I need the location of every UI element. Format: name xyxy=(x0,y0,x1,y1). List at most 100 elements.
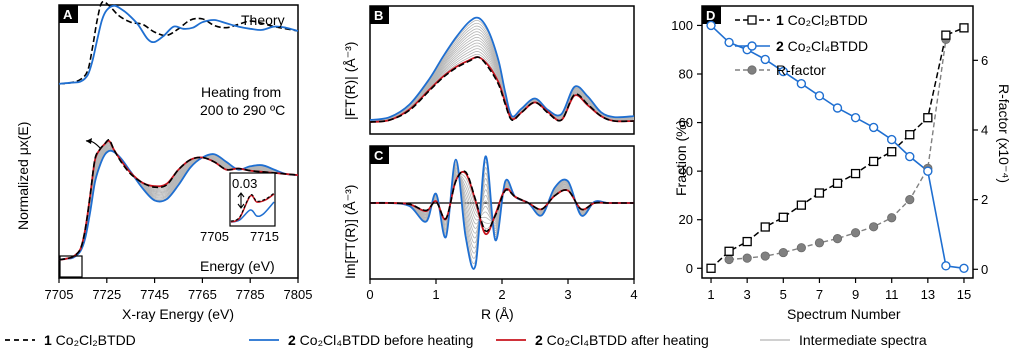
panel-c-letter-box xyxy=(370,146,389,164)
panel-d-xtick-label: 5 xyxy=(780,287,787,302)
panel-a-theory-label: Theory xyxy=(241,12,285,28)
panel-b-frame xyxy=(369,5,635,135)
panel-d-y2tick-label: 2 xyxy=(981,192,988,207)
panel-a-letter: A xyxy=(63,7,73,22)
panel-d-series1-point xyxy=(832,178,843,188)
inset-xlabel: Energy (eV) xyxy=(200,258,275,274)
panel-d-y2tick-label: 0 xyxy=(981,262,988,277)
panel-d-series2-point xyxy=(814,91,825,101)
panel-d-series1-point xyxy=(868,156,879,167)
panel-c: C 0 1 2 3 4 Im[FT(R)] (Å⁻³) R (Å) xyxy=(342,145,638,322)
panel-a-black-dashed-line xyxy=(58,138,299,261)
legend-d-1-label: 1 Co₂Cl₂BTDD xyxy=(776,12,868,28)
panel-a-series xyxy=(58,0,299,261)
panel-d-rfactor-point xyxy=(850,228,861,238)
panel-d-series2-point xyxy=(706,20,716,31)
bottom-legend-label-3: 2 Co₂Cl₄BTDD after heating xyxy=(535,332,709,348)
inset-blue-line xyxy=(230,201,275,223)
panel-a-heating-arrowhead xyxy=(86,138,92,144)
panel-b-ylabel: |FT(R)| (Å⁻³) xyxy=(342,42,358,120)
panel-c-xtick-label: 3 xyxy=(564,287,571,302)
panel-a-xtick-label: 7805 xyxy=(284,287,313,302)
panel-c-black-dashed-line xyxy=(369,170,634,233)
panel-d-series1-point xyxy=(814,188,825,198)
panel-a-xtick-label: 7745 xyxy=(140,287,169,302)
panel-d-xtick-label: 1 xyxy=(707,287,714,302)
panel-d-ylabel-right: R-factor (x10⁻⁴) xyxy=(996,84,1009,183)
panel-c-ylabel: Im[FT(R)] (Å⁻³) xyxy=(342,185,358,279)
inset-tick-7715: 7715 xyxy=(250,229,279,244)
panel-d-series1-point xyxy=(742,236,752,247)
panel-d-series2-point xyxy=(905,151,915,162)
panel-d-series2-point xyxy=(832,103,843,113)
panel-b-series xyxy=(369,16,635,123)
panel-d-rfactor-point xyxy=(724,254,734,265)
panel-d-series2-point xyxy=(796,79,807,89)
panel-d-xtick-label: 15 xyxy=(957,287,971,302)
bottom-legend-label-4: Intermediate spectra xyxy=(799,332,927,348)
panel-d-letter: D xyxy=(706,8,715,23)
panel-d-y2tick-label: 6 xyxy=(981,53,988,68)
panel-d-series2-point xyxy=(850,113,861,123)
panel-d-ytick-label: 0 xyxy=(686,261,693,276)
panel-d-rfactor-point xyxy=(887,213,897,223)
panel-a-xtick-label: 7725 xyxy=(92,287,121,302)
inset-series xyxy=(230,192,275,223)
legend-d-3-label: R-factor xyxy=(776,62,826,78)
panel-c-intermediate-2 xyxy=(369,162,634,259)
panel-a-xtick-label: 7785 xyxy=(236,287,265,302)
panel-d-series2-point xyxy=(923,166,933,176)
panel-d-letter-box xyxy=(702,6,721,24)
panel-d-rfactor-point xyxy=(742,253,752,263)
panel-d-series2-point xyxy=(887,134,897,145)
inset-double-arrow xyxy=(237,192,245,209)
panel-d-series xyxy=(706,20,969,273)
panel-a-xlabel: X-ray Energy (eV) xyxy=(122,306,234,322)
panel-d-series1-point xyxy=(941,30,951,40)
panel-d-series1-point xyxy=(905,130,915,140)
panel-c-xtick-label: 2 xyxy=(498,287,505,302)
panel-d-series2-line xyxy=(710,24,965,270)
panel-d-rfactor-point xyxy=(778,247,788,258)
panel-a-blue-line xyxy=(58,149,299,261)
panel-d-series1-point xyxy=(887,147,897,157)
inset-tick-7705: 7705 xyxy=(200,229,229,244)
panel-d-ytick-label: 60 xyxy=(679,115,693,130)
panel-b-black-dashed-line xyxy=(369,56,635,123)
panel-c-blue-line xyxy=(369,155,634,270)
panel-d-series2-point xyxy=(724,37,734,48)
panel-d-series1-point xyxy=(724,246,734,256)
panel-a-letter-box xyxy=(59,5,78,23)
panel-d-series1-point xyxy=(850,168,861,179)
panel-a-xtick-label: 7705 xyxy=(45,287,74,302)
panel-d-series1-point xyxy=(760,222,770,232)
panel-a: A 7705 7725 7745 7765 7785 7805 Theory Heatin… xyxy=(15,0,313,322)
legend-d-2-label: 2 Co₂Cl₄BTDD xyxy=(776,38,868,54)
panel-d-xlabel: Spectrum Number xyxy=(787,306,901,322)
panel-b-letter: B xyxy=(374,8,383,23)
panel-d-series1-point xyxy=(796,200,807,210)
panel-a-theory-2-line xyxy=(58,4,299,85)
bottom-legend-label-1: 1 Co₂Cl₂BTDD xyxy=(44,332,136,348)
legend-d-3-marker xyxy=(747,65,757,75)
panel-a-frame xyxy=(58,4,299,279)
panel-b-intermediate-spectra xyxy=(369,19,635,123)
panel-d-ytick-label: 100 xyxy=(671,18,693,33)
legend-d-2-marker xyxy=(747,41,757,51)
panel-d-series2-point xyxy=(959,263,969,273)
panel-c-x-ticks: 0 1 2 3 4 xyxy=(366,279,638,302)
panel-c-frame xyxy=(369,145,635,280)
panel-d-xtick-label: 13 xyxy=(921,287,935,302)
panel-a-heating-line1: Heating from xyxy=(201,84,281,100)
panel-a-x-ticks: 7705 7725 7745 7765 7785 7805 xyxy=(45,278,313,302)
panel-c-intermediate-spectra xyxy=(369,160,634,264)
panel-d-ytick-label: 80 xyxy=(679,67,693,82)
panel-c-xlabel: R (Å) xyxy=(481,306,514,322)
panel-d-ytick-label: 20 xyxy=(679,212,693,227)
panel-b: B |FT(R)| (Å⁻³) xyxy=(342,5,635,135)
panel-a-theory-1-line xyxy=(58,0,299,85)
panel-c-xtick-label: 4 xyxy=(630,287,637,302)
